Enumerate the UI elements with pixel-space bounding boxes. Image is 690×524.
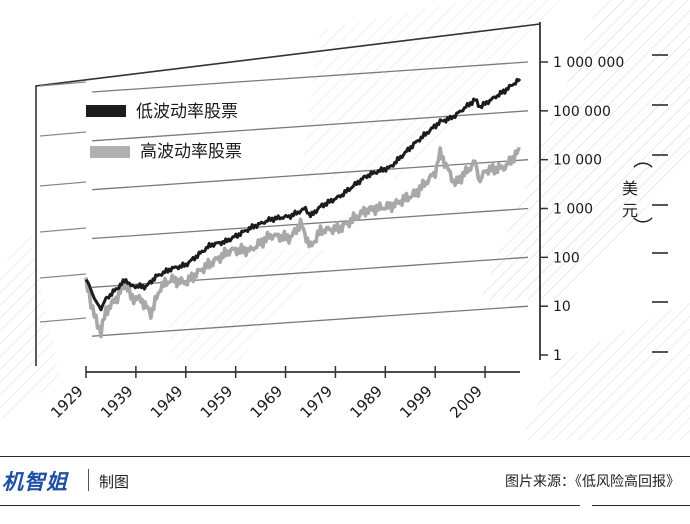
y-tick-label: 1 000 000 [553,55,624,71]
grid-line [91,159,529,191]
x-tick-label: 1929 [47,382,87,422]
chart-panel-frame [35,23,541,366]
decorative-dash [39,181,87,187]
footer-divider [0,456,690,457]
legend-label-low-vol: 低波动率股票 [136,102,238,122]
x-tick-label: 2009 [446,382,486,422]
decorative-right-dashes [39,54,668,353]
credit-label: 制图 [99,473,130,491]
bottom-border-gap [580,503,592,508]
series-line-high-volatility [84,146,521,339]
svg-text:︶: ︶ [633,215,653,239]
x-tick-label: 1969 [247,382,287,422]
y-tick-label: 10 [553,299,571,315]
y-tick-label: 100 000 [553,104,611,120]
x-tick-label: 1939 [97,382,137,422]
x-tick-label: 1949 [147,382,187,422]
y-axis-ticks: 1 10 100 1 000 10 000 100 000 1 000 000 [540,55,624,364]
legend-label-high-vol: 高波动率股票 [140,142,242,162]
y-tick-label: 100 [553,250,580,266]
y-axis-title-char-1: 美 [622,179,638,198]
legend: 低波动率股票 高波动率股票 [86,102,242,162]
y-tick-label: 10 000 [553,153,602,169]
decorative-dash [39,317,87,323]
x-tick-label: 1959 [197,382,237,422]
brand-logo: 机智姐 [2,470,68,494]
grid-line [91,305,529,337]
y-axis-title-char-2: 元 [622,201,638,220]
y-tick-label: 1 000 [553,202,593,218]
hatch-decoration [0,0,690,440]
source-caption: 图片来源：《低风险高回报》 [505,474,680,490]
x-tick-label: 1979 [297,382,337,422]
decorative-dash [39,227,87,233]
x-tick-label: 1989 [346,382,386,422]
brand-divider [88,469,89,491]
x-axis-ticks: 1929 1939 1949 1959 1969 1979 1989 1999 2009 [47,366,486,422]
series-layer [84,77,522,339]
decorative-dash [39,131,87,137]
series-line-low-volatility [84,77,522,312]
legend-swatch-high-vol [90,146,130,158]
svg-text:︵: ︵ [633,147,653,171]
decorative-dash [39,81,87,87]
decorative-dash [39,273,87,279]
grid-line [91,61,529,93]
bottom-border [0,505,690,506]
y-axis-title: ︵ 美 元 ︶ [622,147,653,239]
legend-swatch-low-vol [86,105,126,117]
x-tick-label: 1999 [396,382,436,422]
grid-line [91,207,529,240]
y-tick-label: 1 [553,348,562,364]
